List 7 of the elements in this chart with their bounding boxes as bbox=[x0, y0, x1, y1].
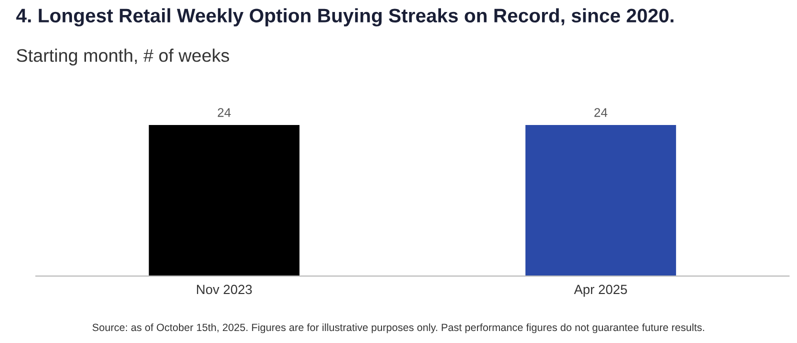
data-label: 24 bbox=[218, 108, 231, 117]
source-note: Source: as of October 15th, 2025. Figures are for illustrative purposes only. Past performance figures do not guarantee future results. bbox=[92, 323, 704, 334]
chart-subtitle: Starting month, # of weeks bbox=[16, 48, 230, 66]
chart-title: 4. Longest Retail Weekly Option Buying Streaks on Record, since 2020. bbox=[16, 8, 674, 26]
data-label: 24 bbox=[594, 108, 608, 117]
x-tick-label: Apr 2025 bbox=[574, 284, 627, 297]
x-tick-label: Nov 2023 bbox=[197, 284, 252, 294]
